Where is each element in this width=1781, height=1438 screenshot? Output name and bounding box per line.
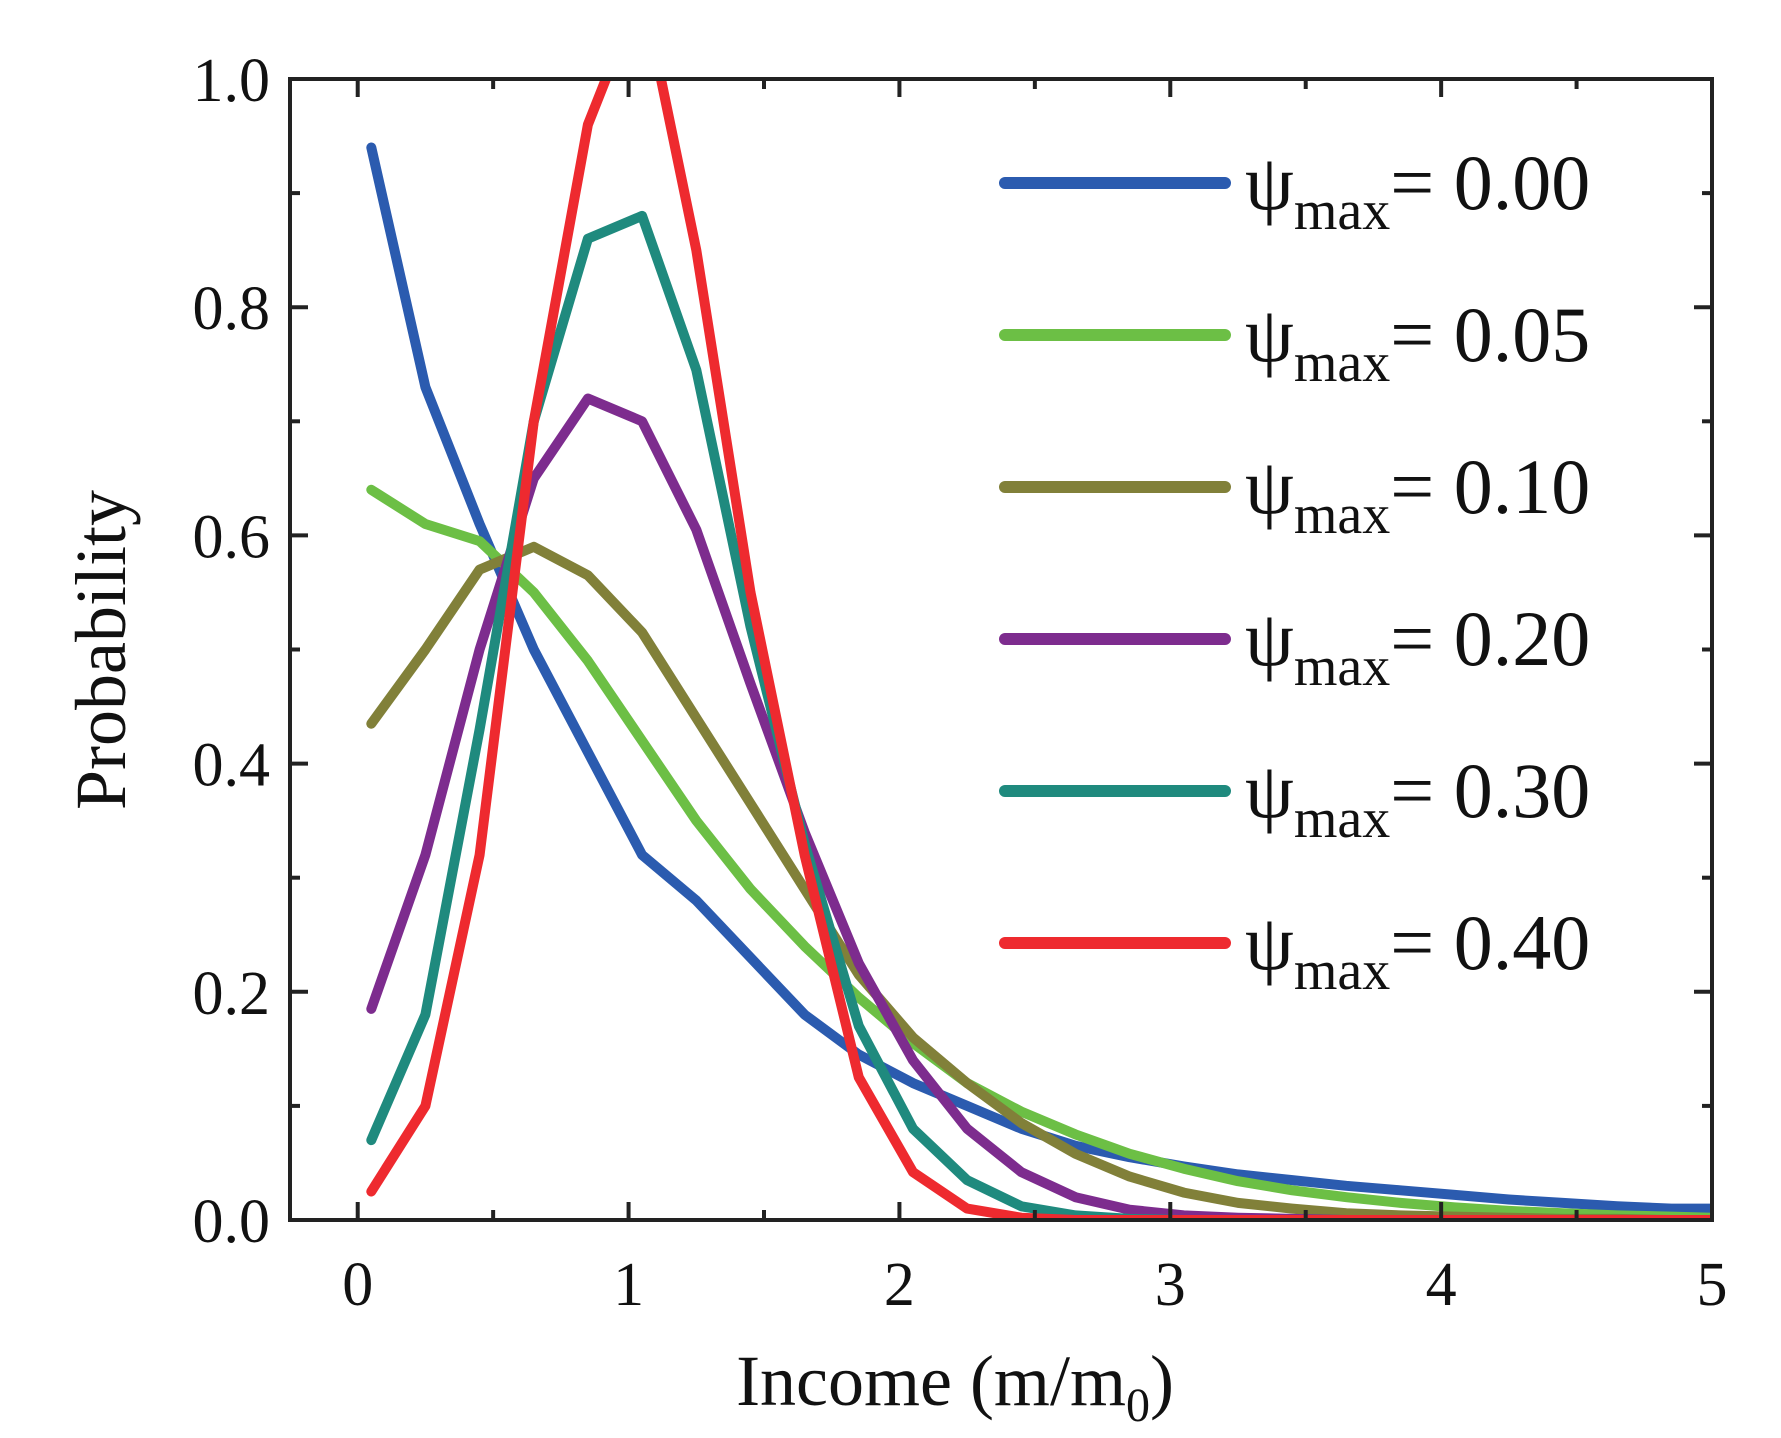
x-axis-title-close: ): [1150, 1341, 1174, 1421]
tick-layer: 0 1 2 3 4 5 0.0 0.2 0.4 0.6 0.8 1.0: [193, 47, 1728, 1319]
x-tick-label: 4: [1426, 1251, 1457, 1319]
y-tick-label: 0.6: [193, 503, 271, 571]
x-tick-label: 5: [1697, 1251, 1728, 1319]
legend-psi: ψ: [1245, 139, 1294, 226]
x-tick-label: 1: [613, 1251, 644, 1319]
legend-psi: ψ: [1245, 595, 1294, 682]
legend-psi: ψ: [1245, 443, 1294, 530]
y-tick-label: 0.4: [193, 732, 271, 800]
legend-psi: ψ: [1245, 747, 1294, 834]
y-tick-label: 0.8: [193, 275, 271, 343]
y-tick-label: 0.2: [193, 960, 271, 1028]
legend-sub: max: [1294, 788, 1390, 850]
legend-value: = 0.05: [1390, 291, 1590, 378]
legend-label: ψmax= 0.20: [1245, 595, 1590, 698]
legend-sub: max: [1294, 636, 1390, 698]
legend-entry-0-30: ψmax= 0.30: [999, 747, 1590, 850]
legend-entry-0-10: ψmax= 0.10: [999, 443, 1590, 546]
legend-entry-0-00: ψmax= 0.00: [999, 139, 1590, 242]
legend-label: ψmax= 0.40: [1245, 899, 1590, 1002]
legend-label: ψmax= 0.00: [1245, 139, 1590, 242]
legend-value: = 0.00: [1390, 139, 1590, 226]
series-line-0-30: [366, 210, 1712, 1220]
y-tick-label: 0.0: [193, 1188, 271, 1256]
legend-sub: max: [1294, 332, 1390, 394]
legend-entry-0-20: ψmax= 0.20: [999, 595, 1590, 698]
y-axis-title: Probability: [61, 490, 141, 810]
legend-label: ψmax= 0.05: [1245, 291, 1590, 394]
legend-value: = 0.10: [1390, 443, 1590, 530]
legend-psi: ψ: [1245, 899, 1294, 986]
x-tick-label: 3: [1155, 1251, 1186, 1319]
legend-label: ψmax= 0.30: [1245, 747, 1590, 850]
y-tick-label: 1.0: [193, 47, 271, 115]
x-axis-title: Income (m/m0): [736, 1341, 1174, 1432]
legend-value: = 0.40: [1390, 899, 1590, 986]
x-axis-title-sub: 0: [1126, 1379, 1150, 1432]
legend-sub: max: [1294, 180, 1390, 242]
legend-sub: max: [1294, 940, 1390, 1002]
x-axis-title-main: Income (m/m: [736, 1341, 1126, 1421]
legend-psi: ψ: [1245, 291, 1294, 378]
legend-value: = 0.20: [1390, 595, 1590, 682]
legend-entry-0-05: ψmax= 0.05: [999, 291, 1590, 394]
legend-label: ψmax= 0.10: [1245, 443, 1590, 546]
legend-value: = 0.30: [1390, 747, 1590, 834]
series-line-0-20: [366, 393, 1712, 1220]
series-line-0-05: [366, 484, 1712, 1220]
x-tick-label: 2: [884, 1251, 915, 1319]
x-tick-label: 0: [342, 1251, 373, 1319]
legend-entry-0-40: ψmax= 0.40: [999, 899, 1590, 1002]
legend-sub: max: [1294, 484, 1390, 546]
